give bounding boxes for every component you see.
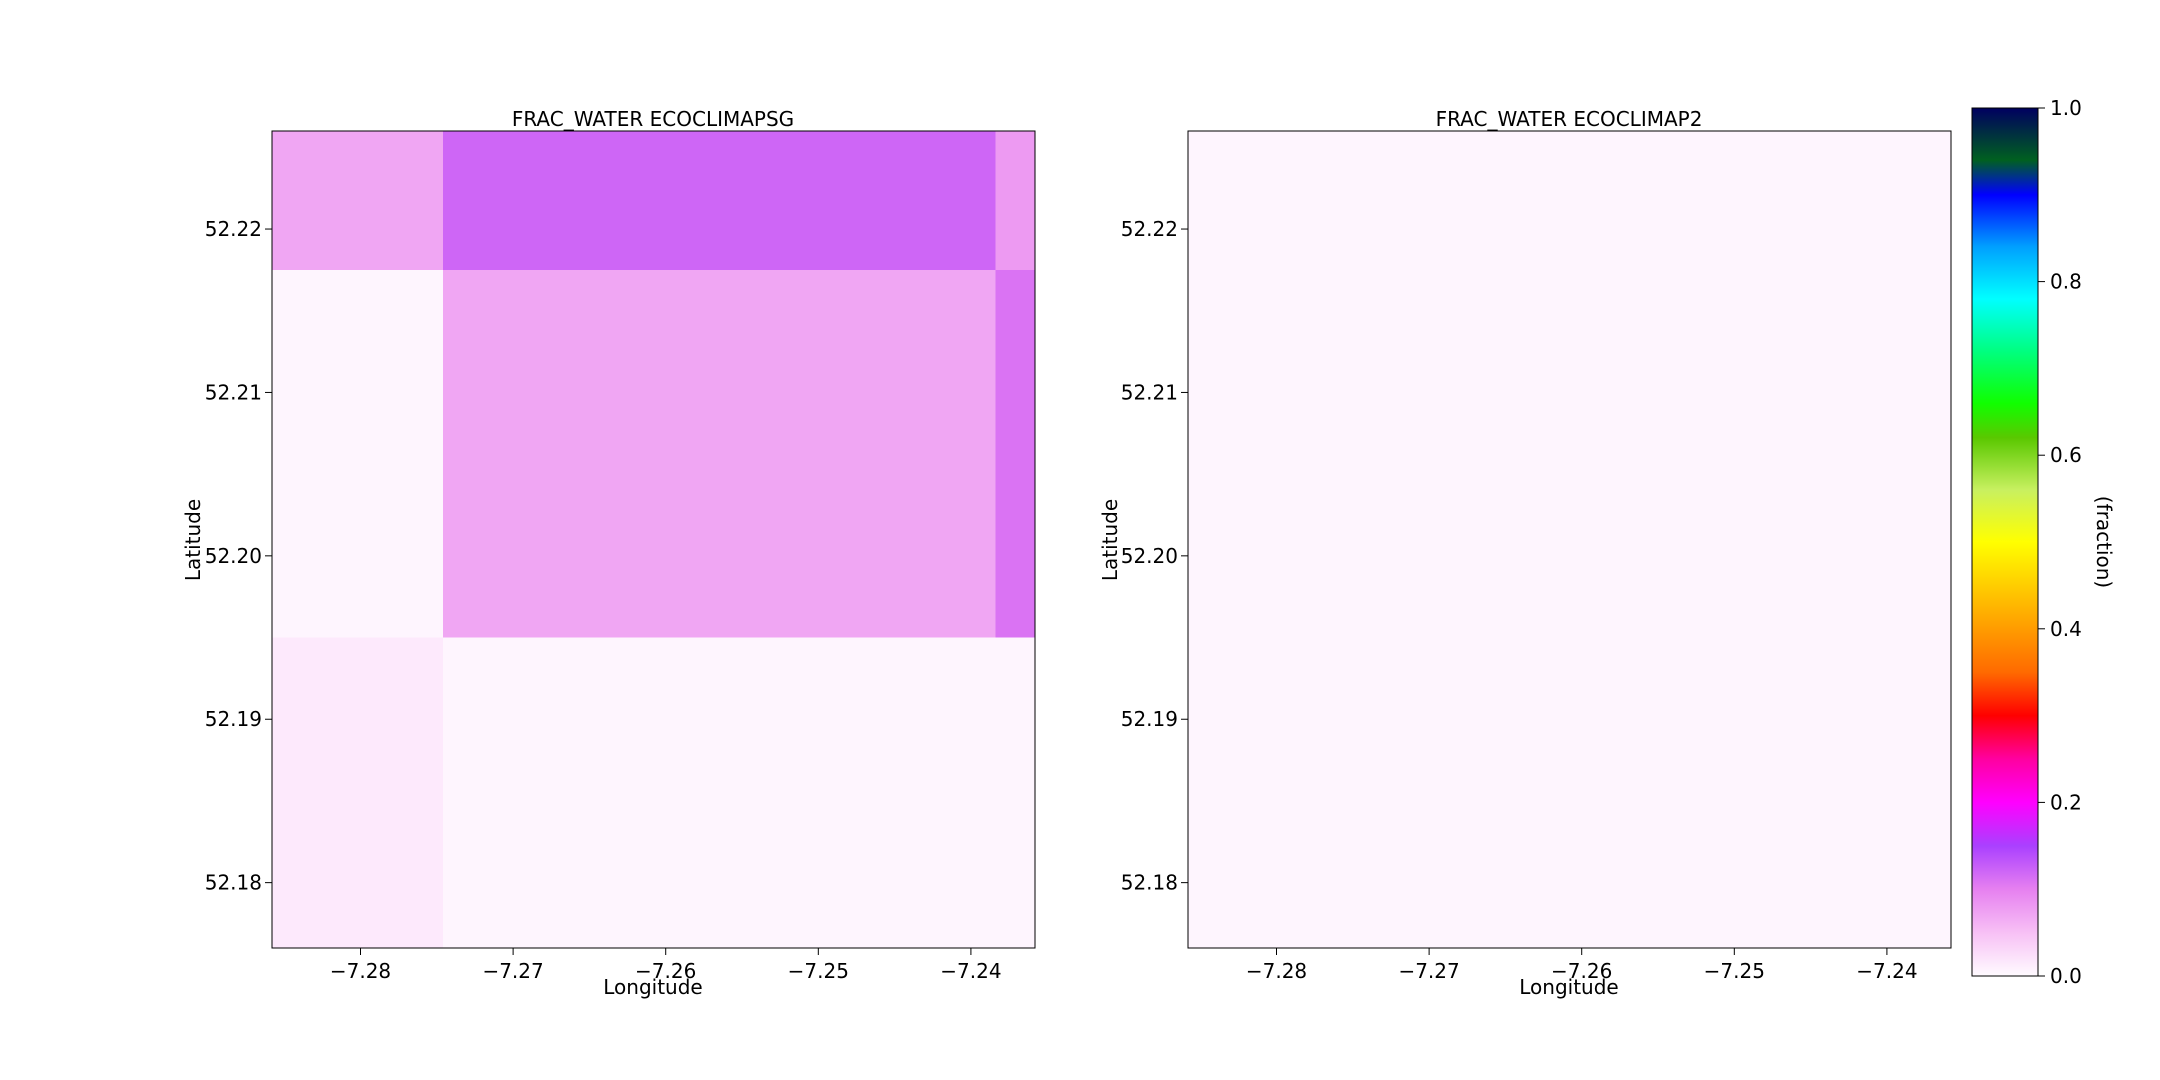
x-tick-label: −7.26 xyxy=(635,959,696,983)
colorbar-tick-label: 0.0 xyxy=(2050,964,2082,988)
x-tick-label: −7.28 xyxy=(1246,959,1307,983)
y-tick-label: 52.20 xyxy=(1121,544,1178,568)
x-tick-label: −7.24 xyxy=(940,959,1001,983)
left-heatmap-cells xyxy=(272,131,1035,948)
x-tick-label: −7.24 xyxy=(1856,959,1917,983)
right-heatmap-panel: FRAC_WATER ECOCLIMAP2 −7.28 −7.27 −7.26 −7.… xyxy=(1098,107,1952,999)
colorbar-frame xyxy=(1971,107,2039,977)
x-tick-label: −7.25 xyxy=(788,959,849,983)
x-tick-label: −7.26 xyxy=(1551,959,1612,983)
right-chart-title: FRAC_WATER ECOCLIMAP2 xyxy=(1436,107,1703,131)
colorbar-tick-label: 1.0 xyxy=(2050,96,2082,120)
heatmap-cell xyxy=(1188,131,1951,948)
x-tick-label: −7.25 xyxy=(1704,959,1765,983)
colorbar-gradient xyxy=(1972,108,2038,976)
y-tick-label: 52.18 xyxy=(205,871,262,895)
colorbar-ticks: 0.0 0.2 0.4 0.6 0.8 1.0 xyxy=(2038,96,2082,988)
heatmap-cell xyxy=(995,269,1035,638)
right-x-axis-label: Longitude xyxy=(1519,975,1618,999)
right-y-ticks: 52.18 52.19 52.20 52.21 52.22 xyxy=(1121,217,1188,895)
heatmap-cell xyxy=(272,131,443,270)
left-y-axis-label: Latitude xyxy=(181,499,205,581)
y-tick-label: 52.21 xyxy=(205,380,262,404)
x-tick-label: −7.27 xyxy=(482,959,543,983)
heatmap-cell xyxy=(442,637,1035,948)
y-tick-label: 52.22 xyxy=(1121,217,1178,241)
y-tick-label: 52.20 xyxy=(205,544,262,568)
heatmap-cell xyxy=(442,269,996,638)
left-x-axis-label: Longitude xyxy=(603,975,702,999)
colorbar-tick-label: 0.2 xyxy=(2050,790,2082,814)
y-tick-label: 52.18 xyxy=(1121,871,1178,895)
left-plot-frame xyxy=(271,130,1036,949)
x-tick-label: −7.28 xyxy=(330,959,391,983)
y-tick-label: 52.22 xyxy=(205,217,262,241)
left-y-ticks: 52.18 52.19 52.20 52.21 52.22 xyxy=(205,217,272,895)
right-x-ticks: −7.28 −7.27 −7.26 −7.25 −7.24 xyxy=(1246,948,1918,983)
heatmap-cell xyxy=(272,269,443,638)
colorbar-tick-label: 0.4 xyxy=(2050,617,2082,641)
heatmap-cell xyxy=(995,131,1035,270)
colorbar-tick-label: 0.8 xyxy=(2050,270,2082,294)
x-tick-label: −7.27 xyxy=(1398,959,1459,983)
right-heatmap-cells xyxy=(1188,131,1951,948)
heatmap-cell xyxy=(272,637,443,948)
y-tick-label: 52.19 xyxy=(1121,707,1178,731)
y-tick-label: 52.21 xyxy=(1121,380,1178,404)
right-y-axis-label: Latitude xyxy=(1098,499,1122,581)
left-chart-title: FRAC_WATER ECOCLIMAPSG xyxy=(512,107,794,131)
left-heatmap-panel: FRAC_WATER ECOCLIMAPSG −7.28 −7.27 −7.26 −7… xyxy=(181,107,1036,999)
left-x-ticks: −7.28 −7.27 −7.26 −7.25 −7.24 xyxy=(330,948,1002,983)
colorbar-tick-label: 0.6 xyxy=(2050,443,2082,467)
colorbar-label: (fraction) xyxy=(2092,496,2116,588)
heatmap-cell xyxy=(442,131,996,270)
right-plot-frame xyxy=(1187,130,1952,949)
colorbar: 0.0 0.2 0.4 0.6 0.8 1.0 (fraction) xyxy=(1971,96,2116,988)
y-tick-label: 52.19 xyxy=(205,707,262,731)
